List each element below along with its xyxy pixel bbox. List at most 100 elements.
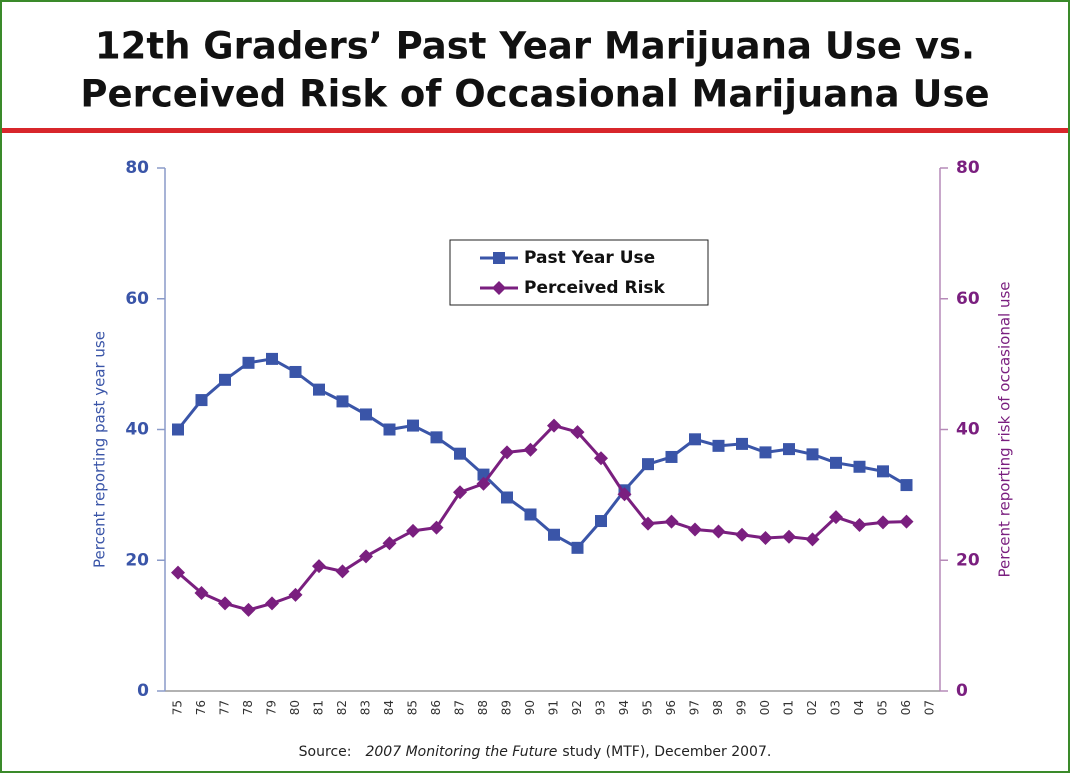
- x-tick-label: 75: [171, 700, 185, 715]
- marker: [194, 585, 209, 600]
- marker: [665, 450, 678, 463]
- marker: [524, 508, 537, 521]
- x-tick-label: 98: [711, 700, 725, 715]
- x-tick-label: 86: [429, 700, 443, 715]
- marker: [266, 352, 278, 365]
- x-tick-label: 85: [406, 700, 420, 715]
- marker: [288, 587, 303, 602]
- y2-tick-label: 80: [956, 158, 980, 178]
- marker: [336, 395, 349, 408]
- x-tick-label: 90: [523, 700, 537, 715]
- y-tick-label: 0: [137, 681, 149, 701]
- y2-tick-label: 60: [956, 289, 980, 309]
- legend-box: [449, 239, 709, 306]
- source-italic: 2007 Monitoring the Future: [365, 744, 557, 760]
- x-tick-label: 99: [735, 700, 749, 715]
- x-tick-label: 93: [594, 700, 608, 715]
- y2-tick-label: 20: [956, 550, 980, 570]
- x-tick-label: 06: [899, 700, 913, 715]
- x-tick-label: 07: [923, 700, 937, 715]
- title-rule: [2, 128, 1068, 133]
- x-tick-label: 79: [265, 700, 279, 715]
- marker: [829, 510, 843, 525]
- marker: [641, 516, 655, 531]
- marker: [595, 515, 607, 528]
- marker: [712, 439, 725, 452]
- marker: [195, 394, 208, 407]
- marker: [500, 445, 514, 460]
- marker: [241, 602, 256, 617]
- marker: [360, 408, 372, 421]
- marker: [407, 419, 419, 432]
- x-tick-label: 04: [852, 700, 866, 715]
- x-tick-label: 94: [617, 700, 631, 715]
- marker: [453, 485, 467, 500]
- marker: [876, 515, 890, 530]
- marker: [383, 423, 396, 436]
- marker: [335, 564, 350, 579]
- x-tick-label: 01: [782, 700, 796, 715]
- marker: [430, 431, 443, 444]
- y-axis-label: Percent reporting past year use: [91, 331, 109, 568]
- x-tick-label: 81: [312, 700, 326, 715]
- x-tick-label: 89: [500, 700, 514, 715]
- marker: [594, 451, 608, 466]
- marker: [806, 448, 819, 461]
- legend-marker: [493, 252, 505, 264]
- x-tick-label: 77: [218, 700, 232, 715]
- x-tick-label: 96: [664, 700, 678, 715]
- chart-title: 12th Graders’ Past Year Marijuana Use vs…: [95, 25, 975, 68]
- y2-axis-label: Percent reporting risk of occasional use: [996, 281, 1014, 577]
- marker: [689, 433, 701, 446]
- marker: [736, 437, 748, 450]
- x-tick-label: 92: [570, 700, 584, 715]
- marker: [359, 549, 373, 564]
- x-tick-label: 03: [829, 700, 843, 715]
- marker: [853, 460, 866, 473]
- source: Source: 2007 Monitoring the Future study (…: [299, 744, 772, 760]
- marker: [218, 596, 232, 611]
- legend-label: Past Year Use: [524, 248, 655, 268]
- marker: [852, 517, 867, 532]
- marker: [664, 514, 679, 529]
- marker: [805, 532, 820, 547]
- x-tick-label: 91: [547, 700, 561, 715]
- marker: [547, 418, 561, 433]
- marker: [571, 541, 584, 554]
- x-tick-label: 76: [194, 700, 208, 715]
- y2-tick-label: 0: [956, 681, 968, 701]
- x-tick-label: 02: [805, 700, 819, 715]
- x-tick-label: 80: [288, 700, 302, 715]
- marker: [735, 527, 749, 542]
- y-tick-label: 80: [125, 158, 149, 178]
- marker: [711, 524, 726, 539]
- chart-title: Perceived Risk of Occasional Marijuana U…: [80, 73, 989, 116]
- marker: [899, 514, 914, 529]
- x-tick-label: 00: [758, 700, 772, 715]
- marker: [429, 520, 444, 535]
- y2-tick-label: 40: [956, 420, 980, 440]
- marker: [570, 425, 585, 440]
- marker: [265, 596, 279, 611]
- marker: [242, 356, 255, 369]
- y-tick-label: 40: [125, 420, 149, 440]
- x-tick-label: 88: [476, 700, 490, 715]
- x-tick-label: 95: [641, 700, 655, 715]
- marker: [313, 383, 325, 396]
- marker: [289, 365, 302, 378]
- x-tick-label: 78: [241, 700, 255, 715]
- source-prefix: Source:: [299, 744, 352, 760]
- legend-marker: [492, 281, 506, 295]
- marker: [219, 373, 231, 386]
- marker: [617, 487, 632, 502]
- x-tick-label: 97: [688, 700, 702, 715]
- x-tick-label: 83: [359, 700, 373, 715]
- source-suffix: study (MTF), December 2007.: [562, 744, 771, 760]
- x-tick-label: 87: [453, 700, 467, 715]
- marker: [476, 476, 491, 491]
- marker: [877, 465, 889, 478]
- marker: [406, 523, 420, 538]
- marker: [783, 443, 795, 456]
- marker: [758, 531, 773, 546]
